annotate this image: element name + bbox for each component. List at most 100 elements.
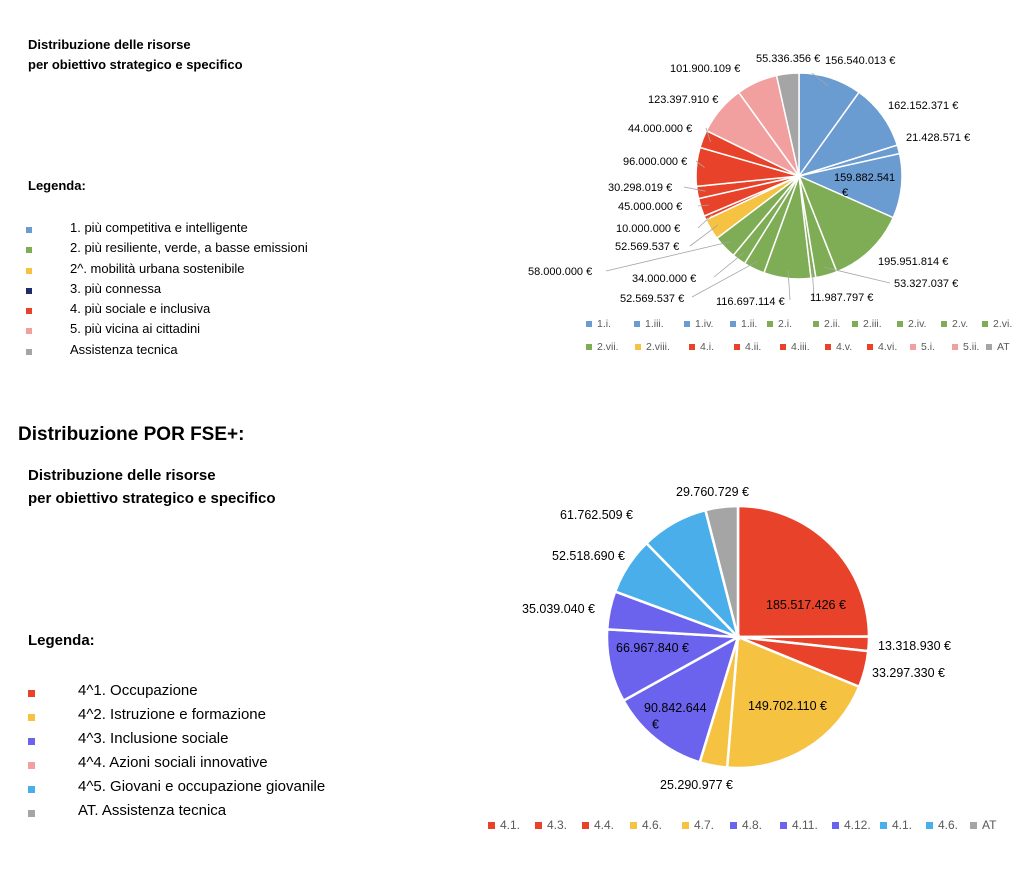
chart1-data-label: 123.397.910 € (648, 94, 718, 106)
chart1-leader-line (713, 252, 744, 278)
chart2-legend-entry: 4.4. (594, 818, 614, 832)
chart1-data-label: 101.900.109 € (670, 63, 740, 75)
chart2-legend-swatch (582, 822, 589, 829)
chart2-legend-entry: 4.7. (694, 818, 714, 832)
chart1-legend-swatch (26, 348, 32, 355)
chart1-data-label: 53.327.037 € (894, 278, 958, 290)
chart2-legend-item: AT. Assistenza tecnica (28, 800, 325, 824)
chart1-title-line2: per obiettivo strategico e specifico (28, 57, 243, 72)
chart1-legend-swatch (852, 321, 858, 327)
chart1-data-label: 156.540.013 € (825, 55, 895, 67)
chart1-legend-swatch (867, 344, 873, 350)
chart2-legend-swatch (682, 822, 689, 829)
chart2-legend-label: 4^2. Istruzione e formazione (78, 706, 266, 723)
chart2-data-label: 29.760.729 € (676, 485, 749, 499)
chart2-legend-swatch (832, 822, 839, 829)
chart2-legend-label: 4^5. Giovani e occupazione giovanile (78, 778, 326, 795)
chart1-legend-swatch (586, 344, 592, 350)
chart2-legend-swatch (28, 786, 35, 793)
chart1-title-line1: Distribuzione delle risorse (28, 37, 191, 52)
chart2-legend-entry: 4.12. (844, 818, 871, 832)
chart1-data-label: 21.428.571 € (906, 132, 970, 144)
chart1-legend-swatch (634, 321, 640, 327)
chart1-data-label: 45.000.000 € (618, 201, 682, 213)
chart2-data-label: 149.702.110 € (748, 699, 827, 713)
chart1-legend-item: 1. più competitiva e intelligente (26, 218, 308, 238)
chart1-leader-line (697, 204, 709, 207)
chart2-legend-item: 4^5. Giovani e occupazione giovanile (28, 776, 325, 800)
chart1-legend-entry: 4.iii. (791, 341, 810, 353)
chart1-leader-line (695, 160, 705, 168)
chart1-legend-entry: 2.ii. (824, 318, 840, 330)
chart2-legenda-heading: Legenda: (28, 632, 95, 649)
chart2-data-label: 66.967.840 € (616, 641, 689, 655)
chart1-data-label: 11.987.797 € (810, 292, 873, 304)
chart1-legend-swatch (26, 308, 32, 315)
chart2-objective-legend: 4^1. Occupazione 4^2. Istruzione e formaz… (28, 680, 325, 824)
chart1-data-label: 55.336.356 € (756, 53, 820, 65)
chart2-legend-label: 4^3. Inclusione sociale (78, 730, 229, 747)
chart2-legend-swatch (28, 714, 35, 721)
chart1-legend-label: 4. più sociale e inclusiva (70, 301, 211, 317)
chart2-title-line2: per obiettivo strategico e specifico (28, 490, 276, 507)
chart1-legend-entry: 4.ii. (745, 341, 761, 353)
chart2-legend-entry: 4.6. (642, 818, 662, 832)
chart2-title-line1: Distribuzione delle risorse (28, 467, 216, 484)
chart1-leader-line (811, 72, 829, 87)
chart1-leader-line (683, 186, 706, 192)
chart1-legend-swatch (982, 321, 988, 327)
chart1-data-label: 44.000.000 € (628, 123, 692, 135)
chart1-title: Distribuzione delle risorse per obiettiv… (28, 35, 243, 75)
chart1-data-label: 52.569.537 € (615, 241, 679, 253)
chart2-legend-swatch (970, 822, 977, 829)
chart1-slice-at (775, 72, 800, 177)
chart2-legend-swatch (28, 690, 35, 697)
chart2-slice-4-1 (736, 504, 871, 639)
chart1-data-label: 96.000.000 € (623, 156, 687, 168)
chart2-legend-label: 4^4. Azioni sociali innovative (78, 754, 268, 771)
chart1-legend-entry: 2.vi. (993, 318, 1012, 330)
chart1-data-label: 34.000.000 € (632, 273, 696, 285)
chart1-legend-swatch (780, 344, 786, 350)
chart2-data-label: 33.297.330 € (872, 666, 945, 680)
chart2-legend-swatch (28, 762, 35, 769)
chart1-leader-line (605, 241, 731, 272)
chart1-data-label: 159.882.541 € (834, 172, 895, 199)
chart1-legend-entry: 5.ii. (963, 341, 979, 353)
chart1-legend-entry: 1.iii. (645, 318, 664, 330)
chart2-data-label: 90.842.644 € (644, 701, 707, 732)
chart1-legend-swatch (952, 344, 958, 350)
chart1-legend-label: 1. più competitiva e intelligente (70, 220, 248, 235)
chart2-data-label: 185.517.426 € (766, 598, 846, 612)
chart1-leader-line (691, 260, 758, 298)
chart2-legend-swatch (28, 810, 35, 817)
chart1-legend-label: Assistenza tecnica (70, 341, 178, 357)
chart1-legend-swatch (813, 321, 819, 327)
chart1-leader-line (697, 214, 713, 229)
chart1-legend-swatch (26, 227, 32, 233)
chart2-slice-4-6 (725, 635, 861, 770)
chart2-legend-swatch (926, 822, 933, 829)
chart1-legend-entry: 4.v. (836, 341, 852, 353)
chart1-legend-item: 3. più connessa (26, 279, 308, 299)
chart1-legend-entry: 2.iv. (908, 318, 926, 330)
chart1-leader-line (787, 270, 791, 301)
chart2-legend-swatch (780, 822, 787, 829)
chart1-legend-swatch (910, 344, 916, 350)
chart1-legend-swatch (26, 328, 32, 335)
chart1-legend-item: 2^. mobilità urbana sostenibile (26, 259, 308, 279)
chart1-pie: 156.540.013 € 162.152.371 € 21.428.571 € 15… (528, 53, 1012, 353)
chart1-leader-line (811, 269, 815, 298)
chart1-legend-swatch (767, 321, 773, 327)
chart1-data-label: 30.298.019 € (608, 182, 672, 194)
chart1-legend-entry: 5.i. (921, 341, 935, 353)
chart2-data-label: 61.762.509 € (560, 508, 633, 522)
chart1-legend-swatch (26, 267, 32, 274)
chart1-legend-item: 5. più vicina ai cittadini (26, 319, 308, 339)
chart2-legend-item: 4^1. Occupazione (28, 680, 325, 704)
chart2-data-label: 13.318.930 € (878, 639, 951, 653)
chart1-legend-swatch (26, 247, 32, 254)
chart1-legend-entry: 1.i. (597, 318, 611, 330)
chart2-legend-swatch (28, 738, 35, 745)
chart2-legend-entry: 4.11. (792, 818, 818, 832)
